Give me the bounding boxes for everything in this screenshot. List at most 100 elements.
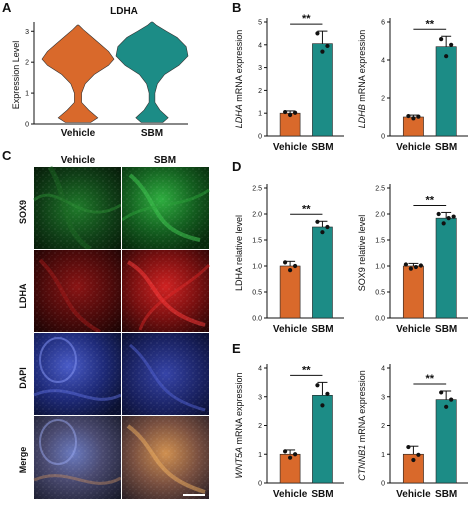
e-right-point-vehicle xyxy=(411,457,416,463)
panel-a-ytick-label: 3 xyxy=(25,29,29,36)
b-right-point-sbm xyxy=(449,42,454,47)
micrograph-merge-vehicle xyxy=(33,416,122,499)
d-right-ytick-label: 1.0 xyxy=(375,264,385,271)
d-left-xlabel-sbm: SBM xyxy=(311,324,333,335)
e-right-ylabel-text: mRNA expression xyxy=(357,370,367,445)
e-right-ytick-label: 2 xyxy=(381,423,385,430)
panel-a-plot-area: 0 1 2 3 xyxy=(25,21,189,129)
e-left-xlabel-sbm: SBM xyxy=(311,489,333,500)
b-left-ylabel-gene: LDHA xyxy=(234,104,244,128)
d-left-ytick-label: 2.5 xyxy=(252,186,262,193)
micrograph-sox9-vehicle xyxy=(33,165,122,252)
e-right-ytick-label: 3 xyxy=(381,394,385,401)
e-left-ytick-label: 2 xyxy=(258,423,262,430)
e-left-ytick-label: 3 xyxy=(258,394,262,401)
panel-a-ytick-label: 1 xyxy=(25,91,29,98)
panel-c-col-vehicle: Vehicle xyxy=(61,155,96,166)
d-right-significance-label: ** xyxy=(425,194,434,206)
panel-letter-e: E xyxy=(232,341,241,356)
d-left-point-vehicle xyxy=(293,263,298,269)
d-right-ytick-label: 0.0 xyxy=(375,316,385,323)
d-left-ytick-label: 2.0 xyxy=(252,212,262,219)
panel-e-wnt5a-mrna-chart: WNT5A mRNA expression 0 1 2 3 4 Vehicle SBM ** xyxy=(234,364,344,500)
micrograph-dapi-vehicle xyxy=(33,333,122,415)
e-left-point-sbm xyxy=(320,403,325,408)
b-left-ylabel: LDHA mRNA expression xyxy=(234,30,244,129)
e-right-ytick-label: 0 xyxy=(381,481,385,488)
d-right-point-sbm xyxy=(436,211,441,217)
b-right-ylabel-text: mRNA expression xyxy=(357,30,367,105)
b-right-xlabel-sbm: SBM xyxy=(435,142,457,153)
e-left-point-sbm xyxy=(315,383,320,388)
b-right-point-vehicle xyxy=(406,113,411,119)
d-right-point-vehicle xyxy=(413,264,418,270)
e-left-significance-label: ** xyxy=(302,364,311,376)
e-right-xlabel-vehicle: Vehicle xyxy=(396,489,431,500)
panel-letter-d: D xyxy=(232,159,241,174)
micrograph-sox9-sbm xyxy=(121,167,210,249)
panel-b-ldha-mrna-chart: LDHA mRNA expression 0 1 2 3 4 5 Vehicle SBM ** xyxy=(234,13,344,153)
b-left-point-sbm xyxy=(320,49,325,54)
e-left-bar-sbm xyxy=(312,395,333,484)
b-left-significance-label: ** xyxy=(302,13,311,25)
d-right-ytick-label: 0.5 xyxy=(375,290,385,297)
b-left-xlabel-vehicle: Vehicle xyxy=(273,142,308,153)
e-right-point-sbm xyxy=(449,397,454,402)
panel-c-row-ldha: LDHA xyxy=(18,283,28,308)
b-right-ylabel-gene: LDHB xyxy=(357,104,367,128)
d-left-ytick-label: 1.0 xyxy=(252,264,262,271)
e-left-point-vehicle xyxy=(293,452,298,457)
d-right-bar-vehicle xyxy=(402,265,424,319)
panel-c-row-dapi: DAPI xyxy=(18,367,28,389)
d-right-xlabel-sbm: SBM xyxy=(435,324,457,335)
d-left-ytick-label: 0.0 xyxy=(252,316,262,323)
micrograph-ldha-sbm xyxy=(122,250,211,332)
d-left-point-sbm xyxy=(325,224,330,230)
e-left-point-sbm xyxy=(325,391,330,396)
b-right-xlabel-vehicle: Vehicle xyxy=(396,142,431,153)
d-right-point-vehicle xyxy=(418,263,423,268)
d-right-bar-sbm xyxy=(435,217,457,319)
e-right-ylabel: CTNNB1 mRNA expression xyxy=(357,370,367,481)
panel-a-title: LDHA xyxy=(110,6,138,17)
d-left-ytick-label: 0.5 xyxy=(252,290,262,297)
b-right-ytick-label: 6 xyxy=(381,20,385,27)
e-left-xlabel-vehicle: Vehicle xyxy=(273,489,308,500)
e-right-significance-label: ** xyxy=(425,373,434,385)
panel-b-ldhb-mrna-chart: LDHB mRNA expression 0 2 4 6 Vehicle SBM ** xyxy=(357,18,468,153)
d-left-point-sbm xyxy=(320,230,325,235)
b-right-ylabel: LDHB mRNA expression xyxy=(357,30,367,129)
b-left-xlabel-sbm: SBM xyxy=(311,142,333,153)
panel-c-row-merge: Merge xyxy=(18,447,28,474)
d-right-point-sbm xyxy=(446,216,451,221)
b-left-ytick-label: 0 xyxy=(258,134,262,141)
d-left-ytick-label: 1.5 xyxy=(252,238,262,245)
b-left-bar-sbm xyxy=(312,43,333,137)
e-left-ytick-label: 1 xyxy=(258,452,262,459)
b-left-point-vehicle xyxy=(283,109,288,115)
b-left-point-sbm xyxy=(315,31,320,36)
d-left-significance-label: ** xyxy=(302,203,311,215)
b-left-ytick-label: 3 xyxy=(258,65,262,72)
panel-c-col-sbm: SBM xyxy=(154,155,176,166)
b-left-ytick-label: 5 xyxy=(258,20,262,27)
b-right-point-vehicle xyxy=(411,116,416,121)
panel-a-ytick-label: 0 xyxy=(25,122,29,129)
panel-letter-b: B xyxy=(232,0,241,15)
d-right-ytick-label: 1.5 xyxy=(375,238,385,245)
e-right-point-sbm xyxy=(444,404,449,409)
b-right-ytick-label: 2 xyxy=(381,96,385,103)
b-right-point-sbm xyxy=(439,37,444,42)
e-left-ylabel-gene: WNT5A xyxy=(234,447,244,479)
e-right-ytick-label: 1 xyxy=(381,452,385,459)
d-left-ylabel: LDHA relative level xyxy=(234,215,244,291)
violin-sbm xyxy=(115,21,189,123)
panel-a-xlabel-vehicle: Vehicle xyxy=(61,128,96,139)
e-right-point-vehicle xyxy=(416,452,421,457)
panel-a-violin-plot: LDHA Expression Level 0 1 2 3 Vehicle SBM xyxy=(11,6,189,139)
b-right-significance-label: ** xyxy=(425,18,434,30)
b-right-ytick-label: 0 xyxy=(381,134,385,141)
d-right-point-vehicle xyxy=(408,266,413,271)
d-left-bar-sbm xyxy=(312,226,333,319)
d-left-point-vehicle xyxy=(288,268,293,273)
